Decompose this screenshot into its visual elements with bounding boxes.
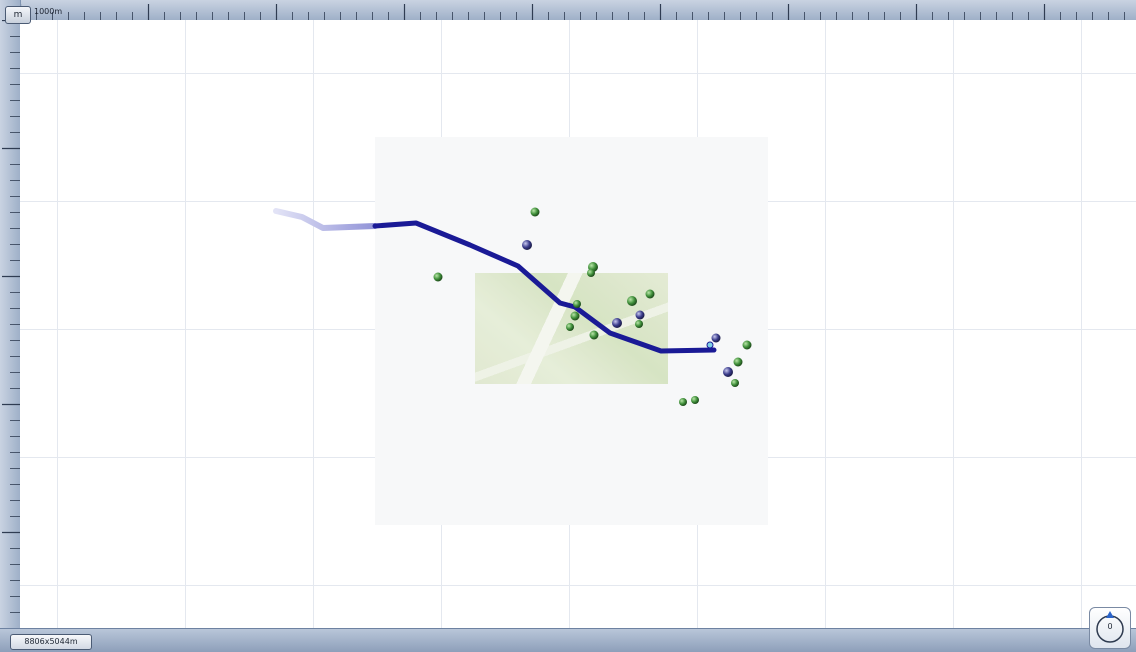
compass-icon (1096, 611, 1124, 643)
grid-line (20, 585, 1136, 586)
waypoint-green-icon[interactable] (433, 272, 443, 282)
waypoint-purple-icon[interactable] (723, 367, 733, 377)
waypoint-purple-icon[interactable] (522, 240, 532, 250)
scale-label: 1000m (34, 7, 63, 16)
map-dimensions-label: 8806x5044m (10, 634, 92, 650)
waypoint-green-icon[interactable] (635, 320, 643, 328)
waypoint-green-icon[interactable] (566, 323, 574, 331)
status-bar: 8806x5044m (0, 628, 1136, 652)
waypoint-green-icon[interactable] (731, 379, 739, 387)
grid-line (825, 20, 826, 628)
waypoint-green-icon[interactable] (627, 296, 637, 306)
grid-line (1081, 20, 1082, 628)
grid-line (185, 20, 186, 628)
grid-line (953, 20, 954, 628)
waypoint-green-icon[interactable] (691, 396, 699, 404)
compass-button[interactable]: 0 (1089, 607, 1131, 649)
waypoint-purple-icon[interactable] (711, 333, 721, 343)
top-ruler-ticks (20, 4, 1125, 20)
waypoint-purple-icon[interactable] (612, 318, 622, 328)
top-ruler[interactable] (0, 0, 1136, 21)
route-end-marker[interactable] (706, 341, 714, 349)
grid-line (57, 20, 58, 628)
route-track-faded[interactable] (273, 208, 378, 231)
waypoint-green-icon[interactable] (530, 207, 540, 217)
waypoint-green-icon[interactable] (573, 300, 581, 308)
compass-heading: 0 (1107, 622, 1113, 631)
map-canvas[interactable] (20, 20, 1136, 628)
grid-line (313, 20, 314, 628)
waypoint-green-icon[interactable] (587, 269, 595, 277)
unit-toggle-button[interactable]: m (5, 6, 31, 24)
left-ruler-ticks (2, 20, 20, 613)
waypoint-green-icon[interactable] (570, 311, 580, 321)
waypoint-purple-icon[interactable] (635, 310, 645, 320)
grid-line (20, 73, 1136, 74)
route-overlay (273, 207, 752, 406)
waypoint-green-icon[interactable] (589, 330, 599, 340)
waypoint-green-icon[interactable] (645, 289, 655, 299)
waypoint-green-icon[interactable] (679, 398, 687, 406)
waypoint-green-icon[interactable] (733, 357, 743, 367)
left-ruler[interactable] (0, 0, 21, 628)
route-track[interactable] (372, 220, 717, 354)
waypoint-green-icon[interactable] (742, 340, 752, 350)
